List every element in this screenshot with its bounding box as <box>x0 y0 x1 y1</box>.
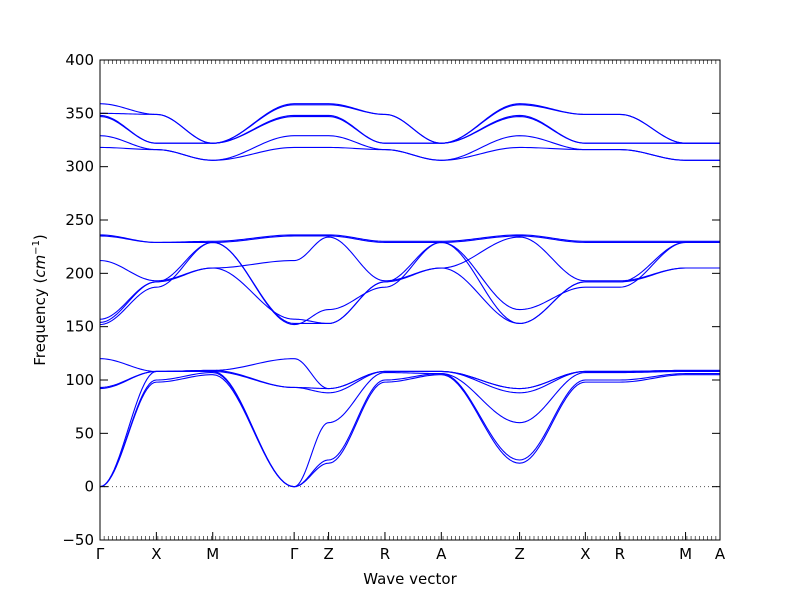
x-tick-label: A <box>715 545 726 563</box>
x-tick-label: X <box>151 545 161 563</box>
band-16 <box>99 114 720 144</box>
x-tick-label: A <box>436 545 447 563</box>
y-tick-label: 50 <box>75 424 94 442</box>
band-8 <box>99 241 720 325</box>
band-17 <box>99 104 720 144</box>
x-tick-label: Γ <box>290 545 299 563</box>
band-series-layer <box>99 103 720 488</box>
x-axis-title: Wave vector <box>363 570 457 588</box>
y-tick-label: 400 <box>65 51 94 69</box>
y-tick-label: 150 <box>65 318 94 336</box>
x-tick-label: Z <box>514 545 524 563</box>
band-9 <box>99 267 720 325</box>
x-tick-label: M <box>679 545 692 563</box>
band-14 <box>99 135 720 161</box>
minor-tick-layer <box>99 60 721 540</box>
y-tick-label: 200 <box>65 264 94 282</box>
plot-area-frame <box>99 59 721 541</box>
x-tick-label: R <box>615 545 625 563</box>
x-tick-label: Γ <box>96 545 105 563</box>
band-11 <box>99 235 720 243</box>
band-7 <box>99 241 720 326</box>
y-tick-label: 350 <box>65 104 94 122</box>
y-tick-label: 250 <box>65 211 94 229</box>
y-tick-label: −50 <box>62 531 94 549</box>
band-1 <box>99 374 720 488</box>
y-tick-label: 0 <box>84 478 94 496</box>
band-18 <box>99 103 720 144</box>
y-tick-label: 300 <box>65 158 94 176</box>
x-tick-label: Z <box>323 545 333 563</box>
band-3 <box>99 370 720 488</box>
band-10 <box>99 236 720 282</box>
x-tick-label: R <box>380 545 390 563</box>
y-axis-title: Frequency (cm−1) <box>31 234 49 366</box>
x-tick-label: M <box>206 545 219 563</box>
x-tick-label: X <box>580 545 590 563</box>
y-axis-ticks: −50 0 50 100 150 200 250 300 350 400 <box>62 51 720 549</box>
band-12 <box>99 234 720 243</box>
band-6 <box>99 358 720 390</box>
band-15 <box>99 115 720 144</box>
band-2 <box>99 371 720 488</box>
y-tick-label: 100 <box>65 371 94 389</box>
